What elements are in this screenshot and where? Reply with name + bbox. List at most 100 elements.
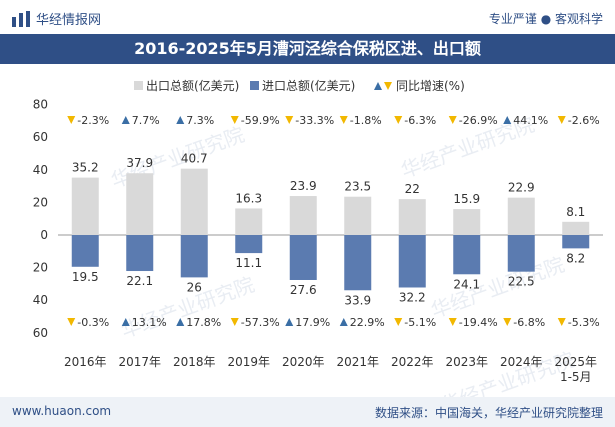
growth-label-import: -6.8% xyxy=(513,316,545,329)
import-value-label: 11.1 xyxy=(235,256,262,270)
bar-export xyxy=(289,196,317,235)
growth-label-export: -33.3% xyxy=(295,114,334,127)
growth-label-export: -2.3% xyxy=(77,114,109,127)
down-triangle-icon xyxy=(67,116,76,124)
y-tick-label: 60 xyxy=(33,130,48,144)
bar-import xyxy=(71,235,99,267)
down-triangle-icon xyxy=(230,116,239,124)
y-tick-label: 60 xyxy=(33,326,48,340)
up-triangle-icon xyxy=(176,318,185,326)
y-tick-label: 40 xyxy=(33,293,48,307)
growth-label-import: -0.3% xyxy=(77,316,109,329)
growth-label-import: -57.3% xyxy=(241,316,280,329)
growth-label-export: 7.3% xyxy=(186,114,214,127)
bar-import xyxy=(126,235,154,272)
import-value-label: 8.2 xyxy=(566,251,585,265)
growth-label-export: -2.6% xyxy=(568,114,600,127)
chart-title: 2016-2025年5月漕河泾综合保税区进、出口额 xyxy=(134,39,481,58)
export-value-label: 23.5 xyxy=(344,180,371,194)
legend: 出口总额(亿美元) 进口总额(亿美元) 同比增速(%) xyxy=(134,78,465,93)
bar-export xyxy=(235,208,263,235)
y-tick-label: 40 xyxy=(33,163,48,177)
bars xyxy=(71,168,590,291)
y-tick-label: 20 xyxy=(33,261,48,275)
up-triangle-icon xyxy=(285,318,294,326)
legend-swatch-export xyxy=(134,81,143,90)
down-triangle-icon xyxy=(339,116,348,124)
down-triangle-icon xyxy=(557,318,566,326)
growth-label-import: -5.1% xyxy=(404,316,436,329)
x-category-label: 2019年 xyxy=(227,355,270,369)
brand-name: 华经情报网 xyxy=(36,13,102,28)
import-value-label: 27.6 xyxy=(290,283,317,297)
bar-export xyxy=(398,199,426,235)
legend-label-growth: 同比增速(%) xyxy=(396,79,465,93)
x-category-label: 2025年 xyxy=(554,355,597,369)
growth-label-export: -1.8% xyxy=(350,114,382,127)
down-triangle-icon xyxy=(394,318,403,326)
bar-import xyxy=(344,235,372,291)
import-value-label: 33.9 xyxy=(344,293,371,307)
growth-label-export: -6.3% xyxy=(404,114,436,127)
legend-swatch-import xyxy=(250,81,259,90)
x-category-label: 2018年 xyxy=(173,355,216,369)
up-triangle-icon xyxy=(503,116,512,124)
x-category-label: 2021年 xyxy=(336,355,379,369)
footer-url[interactable]: www.huaon.com xyxy=(12,404,112,418)
down-triangle-icon xyxy=(448,116,457,124)
export-value-label: 22.9 xyxy=(508,181,535,195)
import-value-label: 22.5 xyxy=(508,275,535,289)
bar-export xyxy=(453,209,481,235)
import-value-label: 19.5 xyxy=(72,270,99,284)
down-triangle-icon xyxy=(448,318,457,326)
legend-up-triangle-icon xyxy=(374,82,382,90)
brand[interactable]: 华经情报网 xyxy=(12,9,101,28)
growth-label-import: 17.8% xyxy=(186,316,221,329)
up-triangle-icon xyxy=(121,318,130,326)
growth-label-import: -19.4% xyxy=(459,316,498,329)
footer-source: 数据来源：中国海关，华经产业研究院整理 xyxy=(374,406,603,420)
growth-label-export: -26.9% xyxy=(459,114,498,127)
legend-label-import: 进口总额(亿美元) xyxy=(262,78,355,93)
x-category-label: 2022年 xyxy=(391,355,434,369)
bar-export xyxy=(507,197,535,235)
bar-import xyxy=(507,235,535,272)
watermark-text: 华经产业研究院 xyxy=(428,252,568,322)
growth-label-export: 7.7% xyxy=(132,114,160,127)
data-labels: 35.2 19.5 -2.3% -0.3% 2016年 37.9 22.1 7.7% 13.1%… xyxy=(64,114,600,384)
top-bar: 华经情报网 专业严谨 ● 客观科学 xyxy=(0,0,615,34)
x-category-label: 1-5月 xyxy=(560,370,592,384)
bar-export xyxy=(71,177,99,235)
growth-label-import: -5.3% xyxy=(568,316,600,329)
tagline: 专业严谨 ● 客观科学 xyxy=(488,12,603,26)
down-triangle-icon xyxy=(394,116,403,124)
growth-label-import: 22.9% xyxy=(350,316,385,329)
growth-label-import: 13.1% xyxy=(132,316,167,329)
down-triangle-icon xyxy=(67,318,76,326)
footer: www.huaon.com 数据来源：中国海关，华经产业研究院整理 xyxy=(0,397,615,427)
x-category-label: 2020年 xyxy=(282,355,325,369)
growth-label-import: 17.9% xyxy=(295,316,330,329)
legend-label-export: 出口总额(亿美元) xyxy=(146,78,239,93)
bar-export xyxy=(126,173,154,235)
export-value-label: 16.3 xyxy=(235,191,262,205)
growth-label-export: 44.1% xyxy=(513,114,548,127)
down-triangle-icon xyxy=(285,116,294,124)
y-tick-label: 80 xyxy=(33,98,48,112)
bar-export xyxy=(180,168,208,235)
x-category-label: 2023年 xyxy=(445,355,488,369)
y-tick-label: 20 xyxy=(33,195,48,209)
down-triangle-icon xyxy=(557,116,566,124)
import-value-label: 24.1 xyxy=(453,277,480,291)
bar-import xyxy=(180,235,208,278)
growth-label-export: -59.9% xyxy=(241,114,280,127)
export-value-label: 22 xyxy=(405,182,420,196)
import-value-label: 22.1 xyxy=(126,274,153,288)
legend-down-triangle-icon xyxy=(384,82,392,90)
y-tick-label: 0 xyxy=(40,228,48,242)
up-triangle-icon xyxy=(339,318,348,326)
bar-import xyxy=(453,235,481,275)
export-value-label: 23.9 xyxy=(290,179,317,193)
bar-chart-logo-icon xyxy=(12,10,30,27)
